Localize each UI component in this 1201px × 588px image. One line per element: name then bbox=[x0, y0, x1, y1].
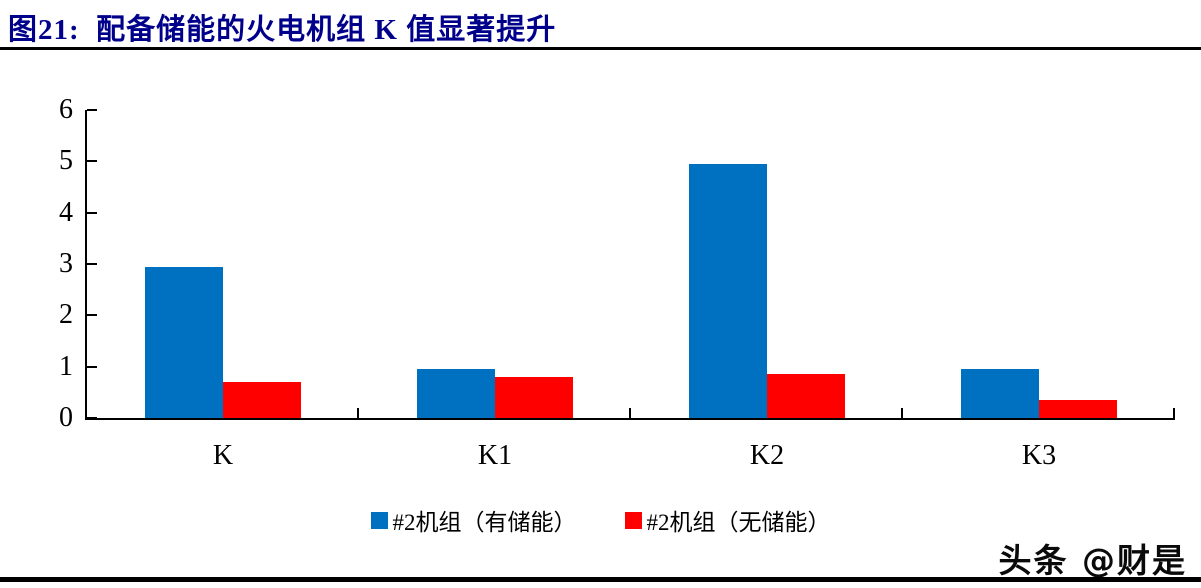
y-axis-tick-label: 4 bbox=[59, 196, 73, 228]
legend-swatch-with-storage-icon bbox=[370, 511, 388, 529]
y-axis-tick bbox=[87, 211, 97, 214]
y-axis-tick bbox=[87, 160, 97, 163]
y-axis-tick bbox=[87, 314, 97, 317]
x-axis-category-label: K3 bbox=[1021, 440, 1057, 471]
chart-title: 图21: 配备储能的火电机组 K 值显著提升 bbox=[8, 14, 557, 46]
x-axis-end-tick bbox=[1173, 408, 1175, 418]
x-axis-category-label: K bbox=[212, 440, 234, 471]
bar bbox=[495, 377, 573, 418]
y-axis-tick-label: 3 bbox=[59, 248, 73, 279]
y-axis-tick bbox=[87, 109, 97, 111]
x-axis-tick bbox=[629, 408, 631, 418]
legend-swatch-without-storage-icon bbox=[624, 511, 642, 529]
bar bbox=[961, 369, 1039, 418]
y-axis-tick-label: 5 bbox=[59, 145, 73, 177]
y-axis-tick bbox=[87, 417, 97, 419]
y-axis-tick-label: 1 bbox=[59, 350, 73, 382]
bar bbox=[223, 382, 301, 418]
bar bbox=[417, 369, 495, 418]
bar bbox=[767, 374, 845, 418]
legend-label-without-storage: #2机组（无储能） bbox=[646, 510, 831, 535]
x-axis-category-label: K1 bbox=[477, 440, 513, 471]
bar bbox=[689, 164, 767, 418]
x-axis-tick bbox=[357, 408, 359, 418]
x-axis-category-label: K2 bbox=[749, 440, 785, 471]
legend: #2机组（有储能） #2机组（无储能） bbox=[0, 503, 1201, 537]
plot-area: 0 1 2 3 4 5 6 K K1 K2 K3 bbox=[59, 94, 1175, 471]
y-axis-tick-label: 6 bbox=[59, 94, 73, 125]
y-axis-tick-label: 2 bbox=[59, 299, 73, 331]
y-axis-tick-label: 0 bbox=[59, 402, 73, 433]
watermark: 头条 @财是 bbox=[998, 541, 1187, 580]
y-axis-tick bbox=[87, 263, 97, 265]
legend-label-with-storage: #2机组（有储能） bbox=[392, 510, 577, 535]
x-axis-tick bbox=[901, 408, 903, 418]
legend-item-with-storage: #2机组（有储能） bbox=[370, 503, 577, 537]
bar bbox=[145, 267, 223, 418]
title-divider bbox=[0, 47, 1201, 50]
legend-item-without-storage: #2机组（无储能） bbox=[624, 503, 831, 537]
bottom-divider bbox=[0, 577, 1201, 582]
bar bbox=[1039, 400, 1117, 418]
y-axis-tick bbox=[87, 365, 97, 368]
